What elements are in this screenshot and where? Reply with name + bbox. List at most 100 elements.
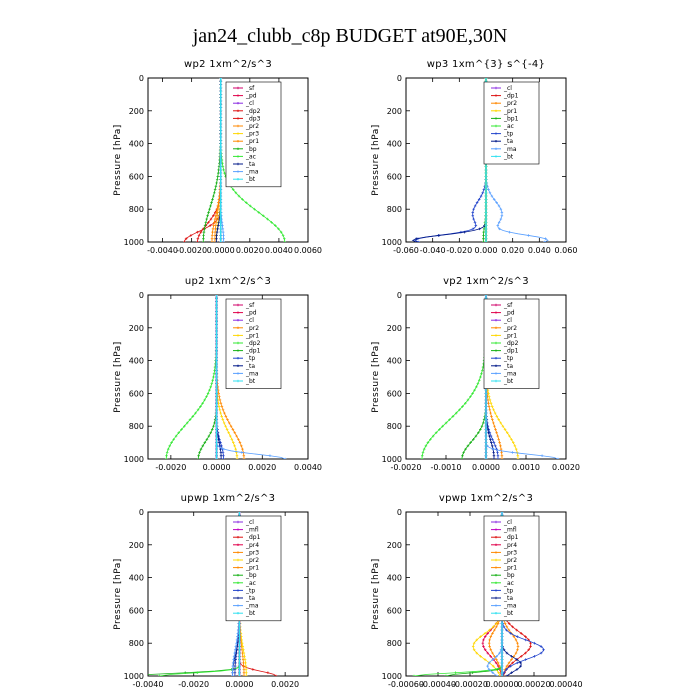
series-point: [219, 125, 223, 129]
series-point: [238, 674, 241, 676]
series-point: [231, 664, 235, 668]
series-point: [244, 674, 248, 676]
x-tick-label: -0.0010: [431, 463, 462, 472]
series-point: [540, 454, 544, 458]
series-point: [496, 457, 500, 459]
legend: _sf_pd_cl_dp2_dp3_pr2_pr3_pr1_bp_ac_ta_m…: [225, 81, 282, 188]
figure-title: jan24_clubb_c8p BUDGET at90E,30N: [192, 25, 508, 47]
series-point: [219, 122, 223, 126]
panel-6: vpwp 1xm^2/s^3 Pressure [hPa] 0 200 400 600 80…: [371, 493, 583, 689]
y-tick-label: 200: [387, 107, 402, 116]
series-point: [174, 434, 178, 438]
series-point: [500, 674, 504, 676]
series-point: [475, 638, 479, 642]
legend-marker: [494, 109, 498, 112]
series-point: [496, 451, 499, 454]
series-point: [203, 398, 206, 402]
series-point: [222, 421, 226, 425]
series-point: [222, 457, 225, 459]
series-point: [183, 424, 186, 428]
series-point: [499, 207, 503, 211]
series-point: [505, 664, 509, 668]
series-point: [216, 227, 219, 231]
y-tick-label: 400: [129, 140, 144, 149]
series-point: [490, 405, 494, 408]
y-axis-label: Pressure [hPa]: [371, 124, 381, 196]
x-tick-label: 0.0020: [236, 246, 264, 255]
series-point: [219, 79, 223, 83]
series-point: [219, 184, 223, 188]
series-point: [466, 444, 470, 448]
series-point: [469, 441, 472, 444]
series-point: [210, 237, 214, 241]
series-point: [219, 411, 222, 415]
series-point: [219, 181, 223, 185]
series-point: [477, 431, 480, 435]
legend-marker: [236, 117, 240, 120]
x-tick-label: -0.00060: [388, 680, 424, 689]
series-point: [420, 457, 424, 459]
series-point: [240, 638, 244, 642]
series-point: [498, 441, 501, 444]
series-point: [422, 447, 426, 451]
series-point: [514, 447, 518, 451]
legend-marker: [236, 124, 240, 128]
series-point: [229, 424, 233, 428]
series-point: [469, 395, 472, 398]
series-point: [438, 428, 441, 431]
series-point: [196, 457, 200, 459]
y-tick-label: 600: [129, 172, 144, 181]
series-point: [215, 346, 218, 349]
legend-marker: [236, 543, 240, 546]
series-point: [219, 191, 223, 195]
series-point: [479, 375, 482, 379]
legend-marker: [236, 170, 240, 173]
legend-marker: [236, 102, 240, 105]
x-tick-label: 0.0000: [472, 463, 500, 472]
series-point: [198, 451, 201, 454]
series-point: [215, 237, 218, 241]
series-point: [484, 418, 488, 421]
series-point: [496, 661, 500, 665]
legend-marker: [494, 326, 498, 329]
series-point: [484, 224, 488, 227]
series-point: [213, 240, 217, 242]
legend-label: _pr1: [503, 332, 517, 339]
legend-marker: [494, 558, 498, 562]
y-tick-label: 1000: [382, 672, 402, 681]
series-point: [498, 664, 501, 668]
legend-label: _tp: [503, 587, 513, 594]
x-tick-label: -0.0020: [178, 680, 209, 689]
series-point: [235, 454, 239, 458]
series-point: [219, 175, 223, 178]
series-point: [501, 424, 505, 428]
legend-label: _pd: [245, 310, 257, 317]
series-point: [219, 135, 223, 139]
series-point: [203, 227, 206, 231]
series-point: [476, 382, 480, 385]
series-point: [237, 438, 240, 441]
y-tick-label: 1000: [124, 238, 144, 247]
series-point: [266, 217, 269, 221]
x-tick-label: -0.0020: [391, 463, 422, 472]
series-point: [484, 454, 488, 458]
series-point: [231, 674, 234, 676]
series-point: [219, 158, 223, 162]
legend-label: _dp2: [245, 108, 261, 115]
series-point: [474, 434, 478, 438]
legend-marker: [494, 566, 498, 569]
series-point: [238, 512, 241, 514]
series-point: [473, 221, 477, 224]
series-point: [219, 221, 223, 224]
series-point: [204, 221, 208, 224]
x-tick-label: 0.0020: [552, 463, 580, 472]
series-point: [241, 645, 245, 648]
legend-label: _ac: [503, 580, 514, 587]
series-point: [188, 418, 192, 421]
series-point: [444, 674, 448, 676]
series-point: [168, 444, 172, 448]
legend-label: _bp1: [503, 115, 519, 122]
series-point: [221, 230, 225, 234]
series-point: [210, 382, 214, 385]
series-point: [165, 454, 168, 458]
